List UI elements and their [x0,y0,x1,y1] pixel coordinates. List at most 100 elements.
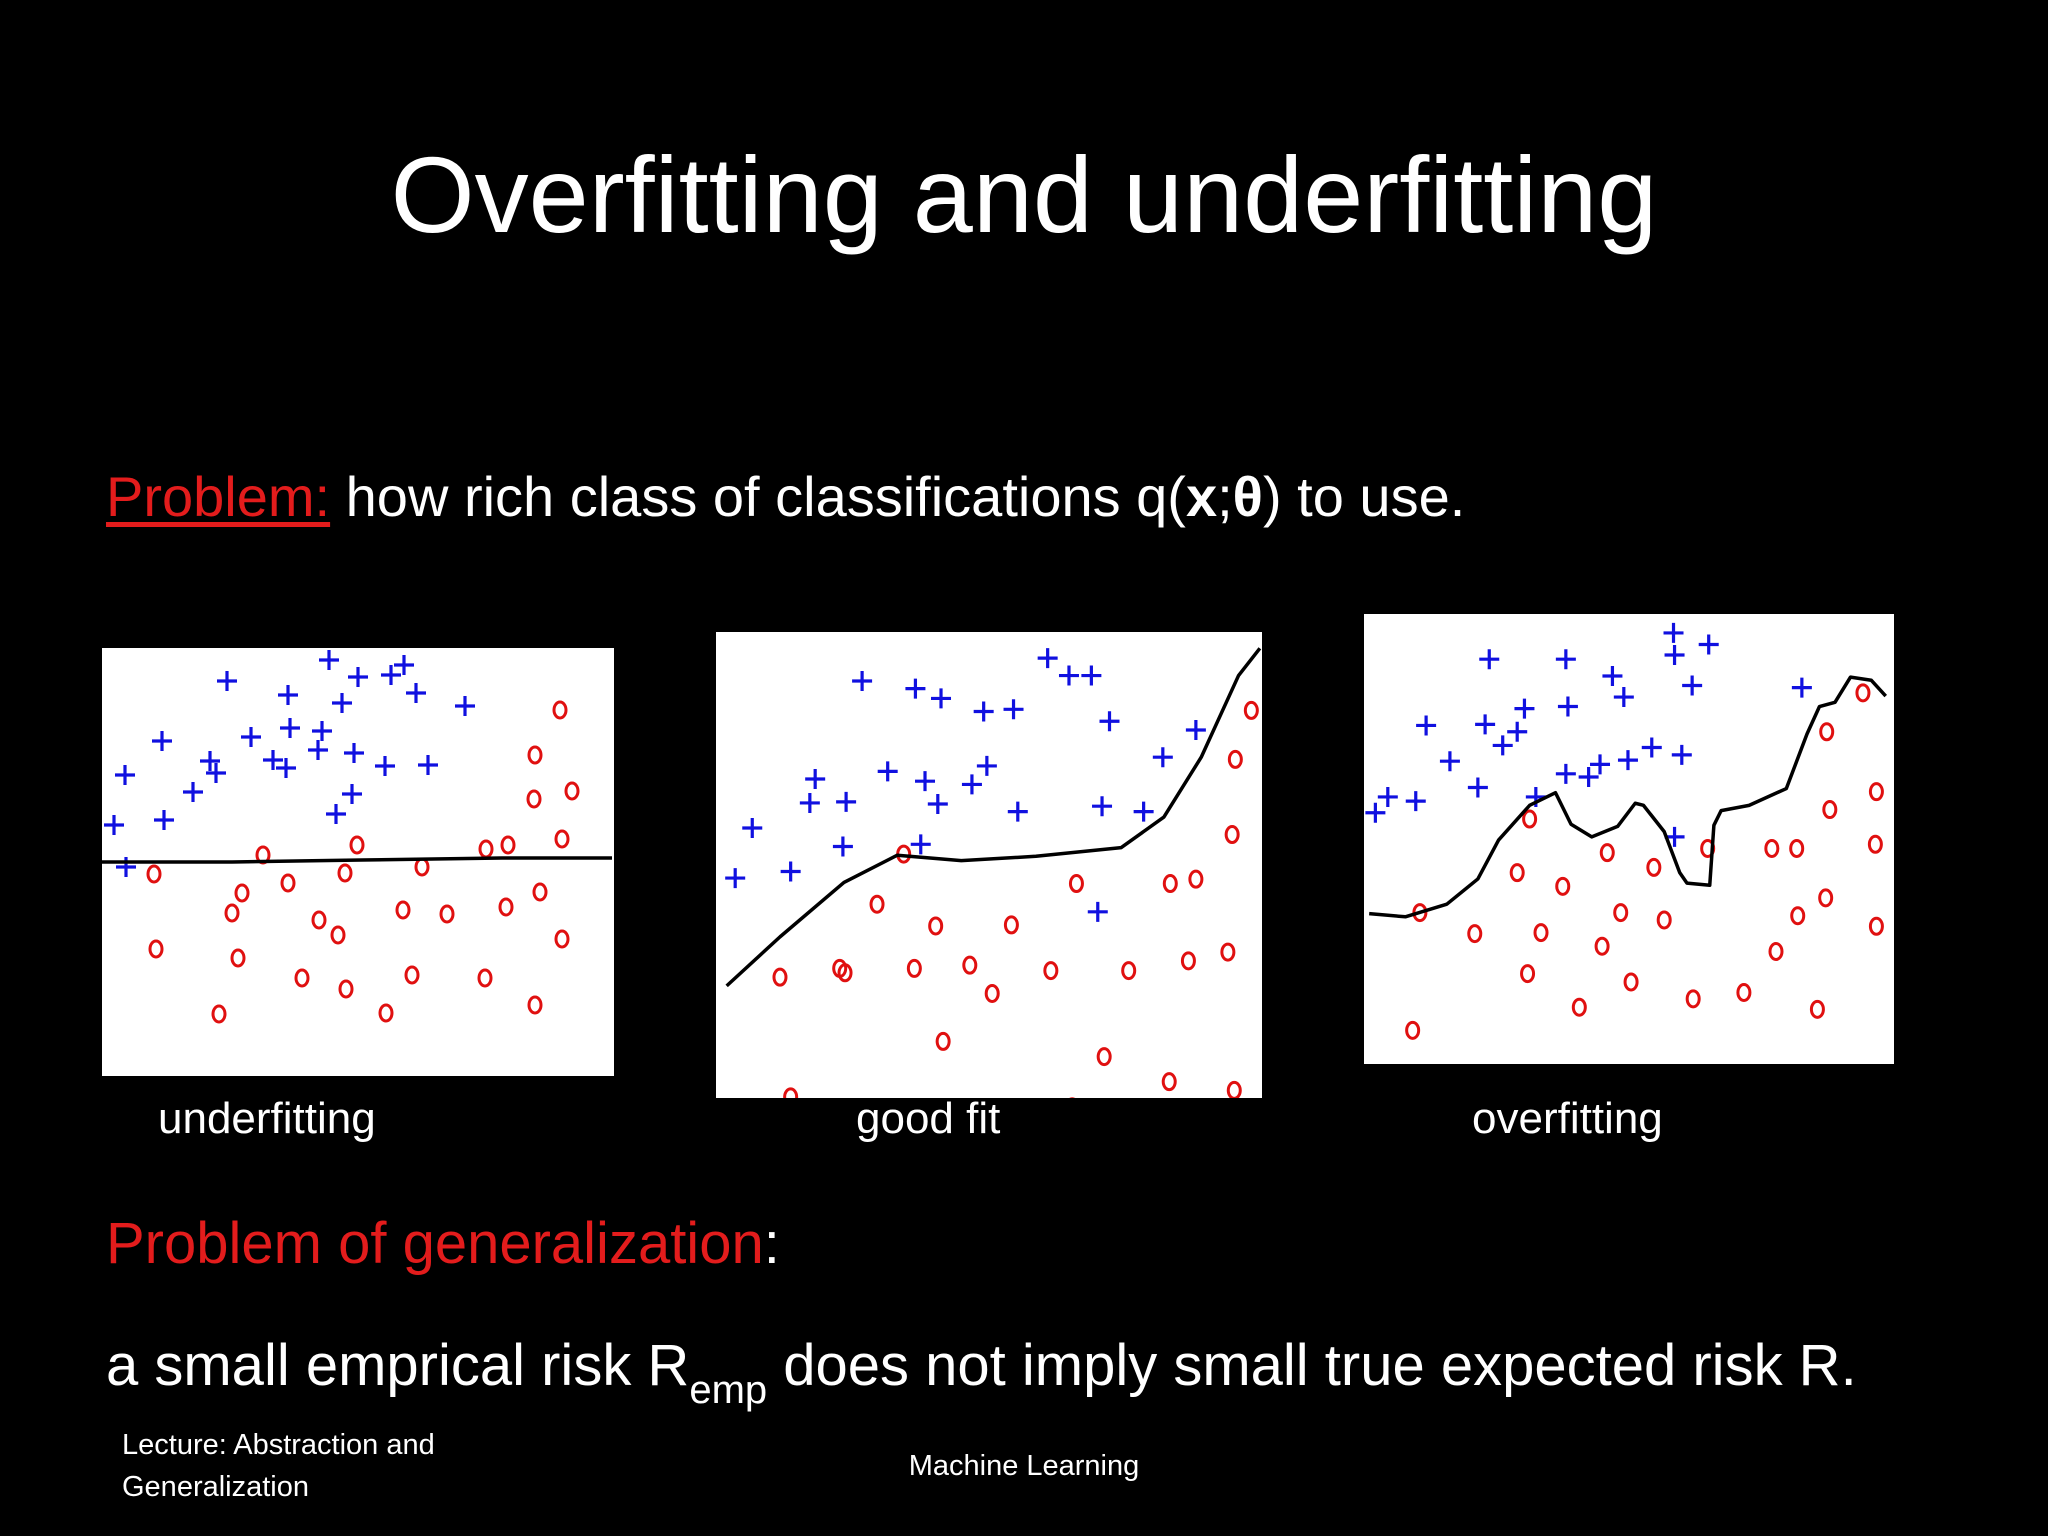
plus-point [1617,750,1638,771]
circle-point [294,968,310,988]
plus-point [319,650,339,670]
generalization-heading-colon: : [763,1211,780,1276]
plus-point [342,784,362,804]
generalization-heading-red: Problem of generalization [106,1211,764,1276]
circle-point [500,835,516,855]
plus-point [832,836,853,857]
plus-point [1682,675,1703,696]
circle-point [337,863,353,883]
circle-point [1220,942,1236,962]
circle-point [1822,800,1838,820]
decision-boundary [725,647,1262,988]
plus-point [1007,801,1028,822]
plus-point [1416,715,1437,736]
plus-point [406,683,426,703]
circle-point [527,745,543,765]
circle-point [1188,869,1204,889]
plus-point [263,750,283,770]
plus-point [1557,696,1578,717]
plus-point [332,693,352,713]
plus-point [394,655,414,675]
circle-point [564,781,580,801]
plus-point [1405,791,1426,812]
overfitting-caption: overfitting [1472,1094,1663,1143]
plus-point [780,861,801,882]
decision-boundary [1369,675,1888,919]
plus-point [115,765,135,785]
good-fit-caption: good fit [856,1094,1001,1143]
plus-point [931,688,952,709]
underfitting-caption: underfitting [158,1094,376,1143]
circle-point [1789,838,1805,858]
plus-point [905,678,926,699]
circle-point [1121,961,1137,981]
plus-point [1791,677,1812,698]
circle-point [1043,961,1059,981]
circle-point [311,910,327,930]
plus-point [961,774,982,795]
plus-point [1663,622,1684,643]
circle-point [1533,923,1549,943]
circle-point [1520,964,1536,984]
plus-point [1467,777,1488,798]
circle-point [1868,916,1884,936]
circle-point [146,864,162,884]
plus-point [1152,747,1173,768]
plus-point [308,740,328,760]
circle-point [1790,906,1806,926]
plus-point [381,665,401,685]
good-fit-plot-canvas [725,647,1262,1098]
problem-separator: ; [1217,465,1233,528]
circle-point [1736,983,1752,1003]
plus-point [276,758,296,778]
circle-point [772,967,788,987]
plus-point [1087,901,1108,922]
plus-point [976,755,997,776]
circle-point [1656,910,1672,930]
circle-point [234,883,250,903]
plus-point [915,771,936,792]
circle-point [478,839,494,859]
underfitting-plot-canvas [102,650,612,1024]
plus-point [206,763,226,783]
circle-point [1594,936,1610,956]
circle-point [928,916,944,936]
circle-point [1227,749,1243,769]
plus-point [1514,698,1535,719]
circle-point [1243,700,1259,720]
plus-point [183,782,203,802]
circle-point [962,955,978,975]
circle-point [935,1031,951,1051]
generalization-statement: a small emprical risk Remp does not impl… [106,1330,1857,1410]
plus-point [910,834,931,855]
plus-point [312,721,332,741]
circle-point [1405,1020,1421,1040]
plus-point [375,756,395,776]
circle-point [224,903,240,923]
underfitting-plot [102,648,614,1076]
plus-point [1037,648,1058,669]
plus-point [217,671,237,691]
plus-point [280,718,300,738]
plus-point [1578,766,1599,787]
circle-point [1599,843,1615,863]
circle-point [532,882,548,902]
circle-point [1855,683,1871,703]
slide-title: Overfitting and underfitting [390,134,1658,255]
circle-point [1571,997,1587,1017]
footer-course-name: Machine Learning [908,1450,1140,1482]
plus-point [200,751,220,771]
circle-point [527,995,543,1015]
plus-point [1479,649,1500,670]
plus-point [927,794,948,815]
circle-point [1068,874,1084,894]
problem-label: Problem: [106,465,331,528]
circle-point [1818,888,1834,908]
plus-point [836,791,857,812]
circle-point [1819,722,1835,742]
generalization-heading: Problem of generalization: [106,1208,780,1280]
circle-point [1867,834,1883,854]
plus-point [326,804,346,824]
circle-point [1555,876,1571,896]
circle-point [211,1004,227,1024]
